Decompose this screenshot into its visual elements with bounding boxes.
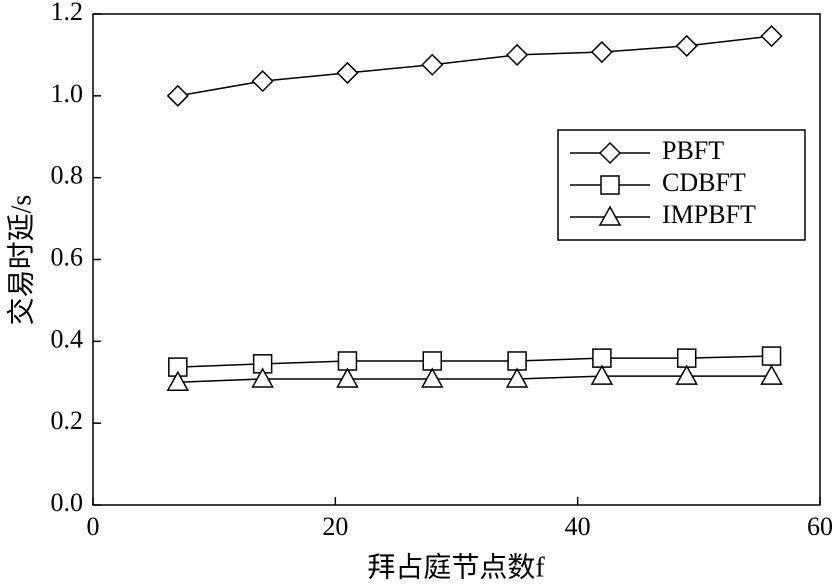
- point: [421, 53, 444, 76]
- series-line: [177, 375, 772, 383]
- point: [676, 348, 697, 368]
- point: [590, 40, 613, 64]
- x-axis-label: 拜占庭节点数f: [367, 551, 545, 583]
- point: [507, 351, 527, 371]
- point: [675, 364, 698, 385]
- point: [166, 370, 190, 391]
- y-tick-label: 1.2: [51, 0, 84, 26]
- y-tick-label: 0.0: [51, 488, 84, 517]
- y-axis-label: 交易时延/s: [5, 195, 37, 326]
- y-tick-label: 0.8: [51, 161, 84, 190]
- point: [420, 367, 444, 388]
- series-line: [177, 355, 772, 368]
- point: [251, 367, 274, 388]
- point: [505, 367, 529, 388]
- y-tick-label: 0.4: [51, 324, 84, 353]
- legend-marker: [600, 175, 620, 195]
- point: [422, 351, 443, 371]
- point: [590, 364, 614, 385]
- point: [506, 43, 529, 66]
- y-tick-label: 0.2: [51, 406, 84, 435]
- point: [251, 70, 274, 93]
- legend-label: CDBFT: [662, 168, 746, 197]
- x-tick-label: 60: [807, 512, 833, 541]
- point: [592, 348, 612, 368]
- point: [675, 34, 698, 57]
- y-tick-label: 1.0: [51, 79, 84, 108]
- x-tick-label: 0: [87, 512, 100, 541]
- legend-label: PBFT: [662, 136, 724, 165]
- point: [760, 25, 783, 48]
- x-tick-label: 40: [565, 512, 591, 541]
- series-line: [177, 35, 772, 97]
- legend-marker: [598, 205, 622, 226]
- point: [166, 84, 189, 107]
- point: [761, 346, 782, 366]
- plot-frame: [92, 13, 821, 506]
- point: [760, 364, 783, 385]
- x-tick-label: 20: [322, 512, 348, 541]
- legend-marker: [598, 141, 622, 165]
- y-tick-label: 0.6: [51, 242, 84, 271]
- point: [336, 61, 359, 84]
- point: [337, 351, 358, 371]
- legend-label: IMPBFT: [662, 200, 756, 229]
- point: [336, 367, 359, 388]
